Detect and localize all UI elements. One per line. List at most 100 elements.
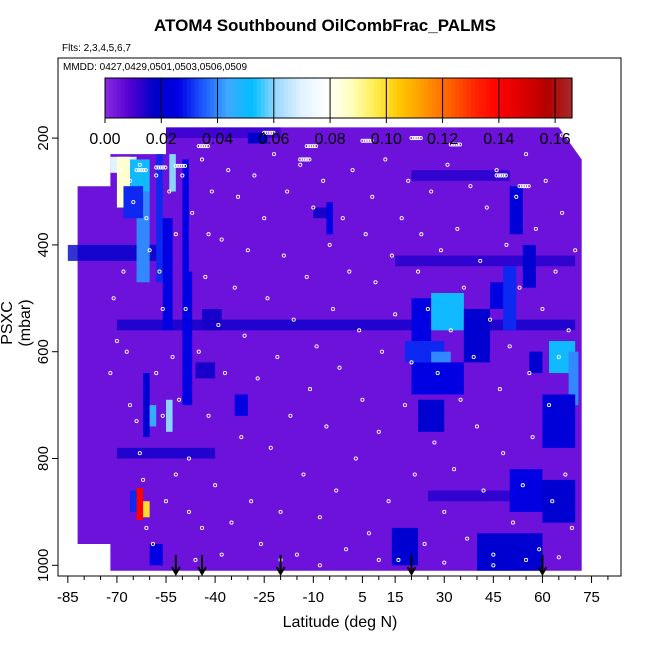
colorbar-segment [494, 78, 499, 118]
sample-point [170, 355, 175, 360]
sample-point [451, 142, 456, 147]
sample-point [416, 269, 421, 274]
colorbar-segment [490, 78, 495, 118]
colorbar-segment [210, 78, 215, 118]
sample-point [409, 136, 414, 141]
colorbar-segment [213, 78, 219, 118]
colorbar-segment [443, 78, 449, 118]
colorbar-segment [509, 78, 515, 118]
sample-point [219, 237, 224, 242]
sample-point [360, 138, 365, 143]
colorbar-segment [291, 78, 297, 118]
sample-point [265, 296, 270, 301]
x-tick-label: -55 [155, 589, 177, 606]
sample-point [203, 144, 208, 149]
colorbar-segment [287, 78, 293, 118]
sample-point [364, 138, 370, 143]
sample-point [183, 306, 188, 312]
colorbar-segment [501, 78, 507, 118]
colorbar-segment [140, 78, 145, 118]
sample-point [465, 536, 470, 541]
sample-point [307, 387, 313, 392]
colorbar-segment [533, 78, 538, 118]
sample-point [173, 472, 178, 477]
sample-point [196, 144, 201, 149]
colorbar-segment [548, 78, 554, 118]
colorbar-segment [521, 78, 526, 118]
sample-point [226, 168, 231, 173]
colorbar-segment [295, 78, 301, 118]
sample-point [278, 509, 283, 514]
sample-point [152, 136, 157, 141]
colorbar-segment [424, 78, 429, 118]
sample-point [143, 168, 148, 173]
heat-cell [247, 132, 268, 144]
heat-cell [234, 394, 248, 416]
colorbar-segment [264, 78, 270, 118]
heat-cell [542, 479, 576, 523]
sample-point [178, 163, 183, 168]
sample-point [435, 371, 440, 376]
sample-point [186, 456, 191, 461]
colorbar-segment [392, 78, 398, 118]
colorbar-segment [194, 78, 199, 118]
sample-point [163, 499, 169, 504]
heat-band [411, 170, 510, 181]
colorbar-segment [280, 78, 285, 118]
colorbar-segment [373, 78, 379, 118]
colorbar-segment [498, 78, 503, 118]
y-tick-label: 400 [35, 232, 52, 257]
colorbar-segment [350, 78, 355, 118]
profile-arrows [170, 555, 548, 577]
colorbar-segment [136, 78, 141, 118]
sample-point [193, 557, 198, 563]
sample-point [311, 205, 316, 210]
heatmap-cells [67, 127, 582, 571]
sample-point [300, 157, 305, 162]
colorbar-segment [322, 78, 328, 118]
sample-point [367, 138, 372, 143]
sample-point [304, 144, 309, 149]
sample-point [139, 168, 144, 173]
colorbar-segment [260, 78, 266, 118]
sample-point [134, 168, 139, 173]
colorbar-segment [175, 78, 180, 118]
colorbar-segment [233, 78, 238, 118]
heat-cell [130, 490, 137, 512]
sample-point [363, 232, 368, 237]
heat-cell [143, 373, 150, 438]
sample-point [213, 483, 218, 488]
colorbar-segment [478, 78, 484, 118]
sample-point [232, 285, 237, 290]
sample-point [245, 248, 250, 253]
sample-point [160, 306, 165, 312]
heat-band [427, 490, 576, 502]
colorbar-segment [151, 78, 157, 118]
sample-point [137, 162, 142, 167]
sample-point [376, 557, 381, 563]
sample-point [137, 451, 142, 456]
sample-point [121, 269, 126, 274]
sample-points [108, 130, 578, 568]
colorbar-segment [428, 78, 433, 118]
sample-point [201, 144, 206, 149]
sample-point [127, 403, 133, 408]
y-axis: 200 400 600 800 1000 [35, 58, 59, 582]
colorbar-segment [237, 78, 242, 118]
profile-arrow-head [197, 566, 207, 577]
sample-point [362, 138, 367, 143]
heat-cell [418, 399, 445, 432]
colorbar-segment [381, 78, 386, 118]
sample-point [302, 157, 307, 162]
sample-point [118, 168, 123, 173]
colorbar-segment [303, 78, 308, 118]
colorbar-segment [112, 78, 118, 118]
colorbar-segment [420, 78, 425, 118]
sample-point [206, 413, 211, 418]
sample-point [537, 547, 542, 552]
sample-point [517, 285, 522, 290]
colorbar-segment [198, 78, 203, 118]
sample-point [357, 328, 362, 333]
x-tick-label: 5 [358, 589, 366, 606]
sample-point [249, 499, 254, 504]
